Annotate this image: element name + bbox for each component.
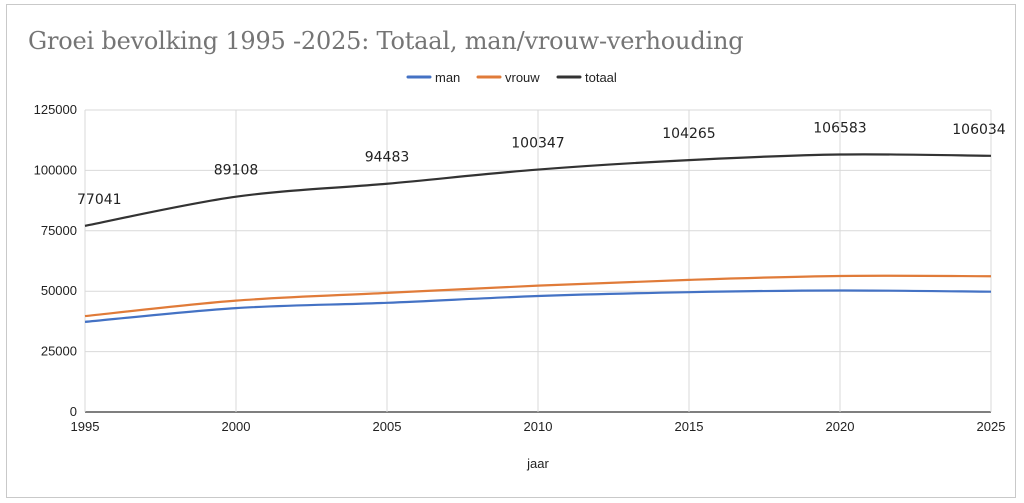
data-label: 89108 [214, 163, 259, 179]
legend-label-totaal: totaal [585, 70, 617, 85]
x-tick-label: 2000 [222, 419, 251, 434]
data-label: 94483 [365, 150, 410, 166]
data-label: 77041 [77, 192, 122, 208]
x-axis-title: jaar [526, 456, 549, 471]
series-line-totaal [84, 153, 992, 227]
x-axis-ticks: 1995 2000 2005 2010 2015 2020 2025 [71, 419, 1006, 434]
x-tick-label: 2020 [826, 419, 855, 434]
y-tick-label: 125000 [34, 102, 77, 117]
legend-label-vrouw: vrouw [505, 70, 540, 85]
chart-title: Groei bevolking 1995 -2025: Totaal, man/… [28, 27, 744, 55]
series-line-man [84, 289, 992, 323]
x-tick-label: 2010 [524, 419, 553, 434]
chart-frame [6, 4, 1016, 498]
series-line-vrouw [84, 274, 992, 318]
y-tick-label: 0 [70, 404, 77, 419]
y-tick-label: 100000 [34, 162, 77, 177]
legend-label-man: man [435, 70, 460, 85]
data-label: 104265 [662, 126, 715, 142]
y-axis-ticks: 0 25000 50000 75000 100000 125000 [34, 102, 77, 419]
legend: man vrouw totaal [406, 70, 617, 85]
x-tick-label: 2005 [373, 419, 402, 434]
x-tick-label: 2015 [675, 419, 704, 434]
y-tick-label: 75000 [41, 223, 77, 238]
x-tick-label: 2025 [977, 419, 1006, 434]
y-tick-label: 25000 [41, 344, 77, 359]
series-lines [84, 153, 992, 323]
x-tick-label: 1995 [71, 419, 100, 434]
data-label: 106583 [813, 120, 866, 136]
data-label: 106034 [952, 122, 1006, 138]
data-labels: 77041 89108 94483 100347 104265 106583 106034 [77, 120, 1006, 207]
y-tick-label: 50000 [41, 283, 77, 298]
data-label: 100347 [511, 136, 564, 152]
